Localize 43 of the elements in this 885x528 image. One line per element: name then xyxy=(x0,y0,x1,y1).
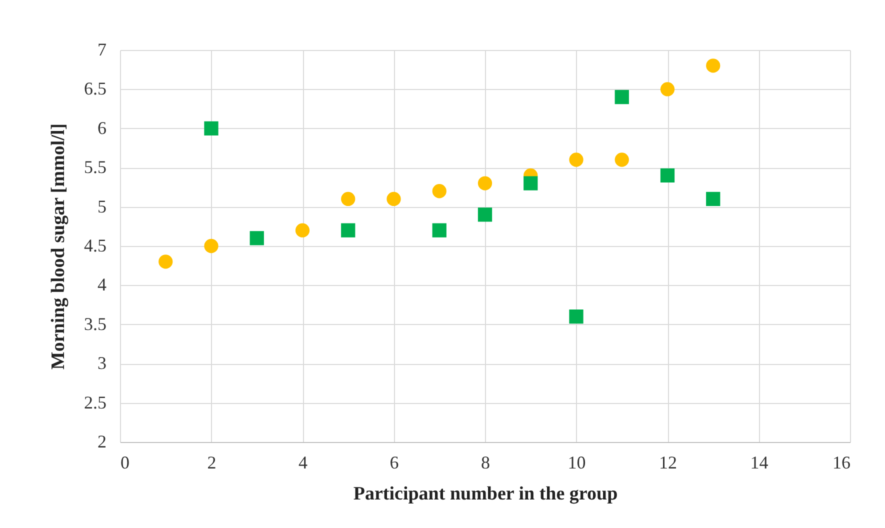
y-tick-label: 2 xyxy=(98,432,106,452)
point xyxy=(660,82,675,96)
x-tick-label: 16 xyxy=(832,452,850,472)
y-axis-title: Morning blood sugar [mmol/l] xyxy=(48,123,69,370)
y-tick-label: 2.5 xyxy=(84,392,106,412)
point xyxy=(204,121,218,136)
point xyxy=(706,192,720,206)
x-tick-label: 8 xyxy=(481,452,490,472)
y-tick-label: 3 xyxy=(98,353,106,374)
point xyxy=(569,309,584,324)
y-tick-label: 4 xyxy=(98,274,106,295)
point xyxy=(614,90,629,104)
x-axis-title: Participant number in the group xyxy=(353,484,618,504)
y-tick-label: 5.5 xyxy=(84,157,106,178)
point xyxy=(569,152,584,167)
point xyxy=(341,223,356,238)
x-tick-label: 0 xyxy=(120,452,130,472)
y-tick-label: 7 xyxy=(98,40,106,60)
point xyxy=(614,152,629,167)
point xyxy=(341,192,356,206)
x-tick-label: 10 xyxy=(568,452,586,472)
point xyxy=(706,58,720,73)
point xyxy=(524,176,538,190)
point xyxy=(204,238,218,254)
point xyxy=(660,168,675,183)
y-tick-label: 3.5 xyxy=(84,314,106,334)
x-tick-label: 14 xyxy=(750,452,768,472)
point xyxy=(432,184,446,198)
x-tick-label: 12 xyxy=(659,452,677,472)
x-tick-label: 6 xyxy=(390,452,399,472)
point xyxy=(295,223,310,238)
point xyxy=(158,254,173,269)
point xyxy=(432,223,446,238)
point xyxy=(250,231,264,246)
x-tick-label: 2 xyxy=(207,452,216,472)
point xyxy=(478,176,492,190)
y-tick-label: 6.5 xyxy=(84,78,106,99)
y-tick-label: 5 xyxy=(98,196,106,216)
point xyxy=(386,192,401,206)
y-tick-label: 6 xyxy=(98,118,106,138)
x-tick-label: 4 xyxy=(298,452,308,472)
y-tick-label: 4.5 xyxy=(84,236,106,256)
point xyxy=(478,208,492,222)
